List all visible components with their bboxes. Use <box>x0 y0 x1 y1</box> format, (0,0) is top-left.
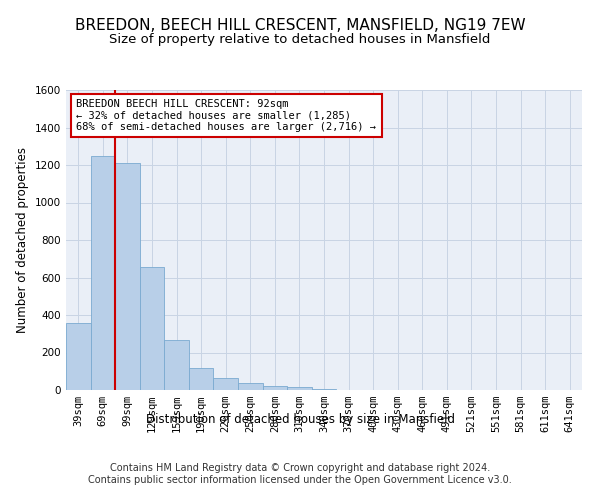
Text: Contains HM Land Registry data © Crown copyright and database right 2024.
Contai: Contains HM Land Registry data © Crown c… <box>88 464 512 485</box>
Bar <box>214 378 238 390</box>
Bar <box>140 267 164 390</box>
Y-axis label: Number of detached properties: Number of detached properties <box>16 147 29 333</box>
Bar <box>287 387 312 390</box>
Bar <box>164 340 189 390</box>
Text: BREEDON BEECH HILL CRESCENT: 92sqm
← 32% of detached houses are smaller (1,285)
: BREEDON BEECH HILL CRESCENT: 92sqm ← 32%… <box>76 99 376 132</box>
Text: Distribution of detached houses by size in Mansfield: Distribution of detached houses by size … <box>146 412 455 426</box>
Bar <box>189 368 214 390</box>
Bar <box>263 386 287 390</box>
Text: BREEDON, BEECH HILL CRESCENT, MANSFIELD, NG19 7EW: BREEDON, BEECH HILL CRESCENT, MANSFIELD,… <box>74 18 526 32</box>
Text: Size of property relative to detached houses in Mansfield: Size of property relative to detached ho… <box>109 32 491 46</box>
Bar <box>312 389 336 390</box>
Bar <box>66 322 91 390</box>
Bar <box>115 163 140 390</box>
Bar <box>238 384 263 390</box>
Bar <box>91 156 115 390</box>
